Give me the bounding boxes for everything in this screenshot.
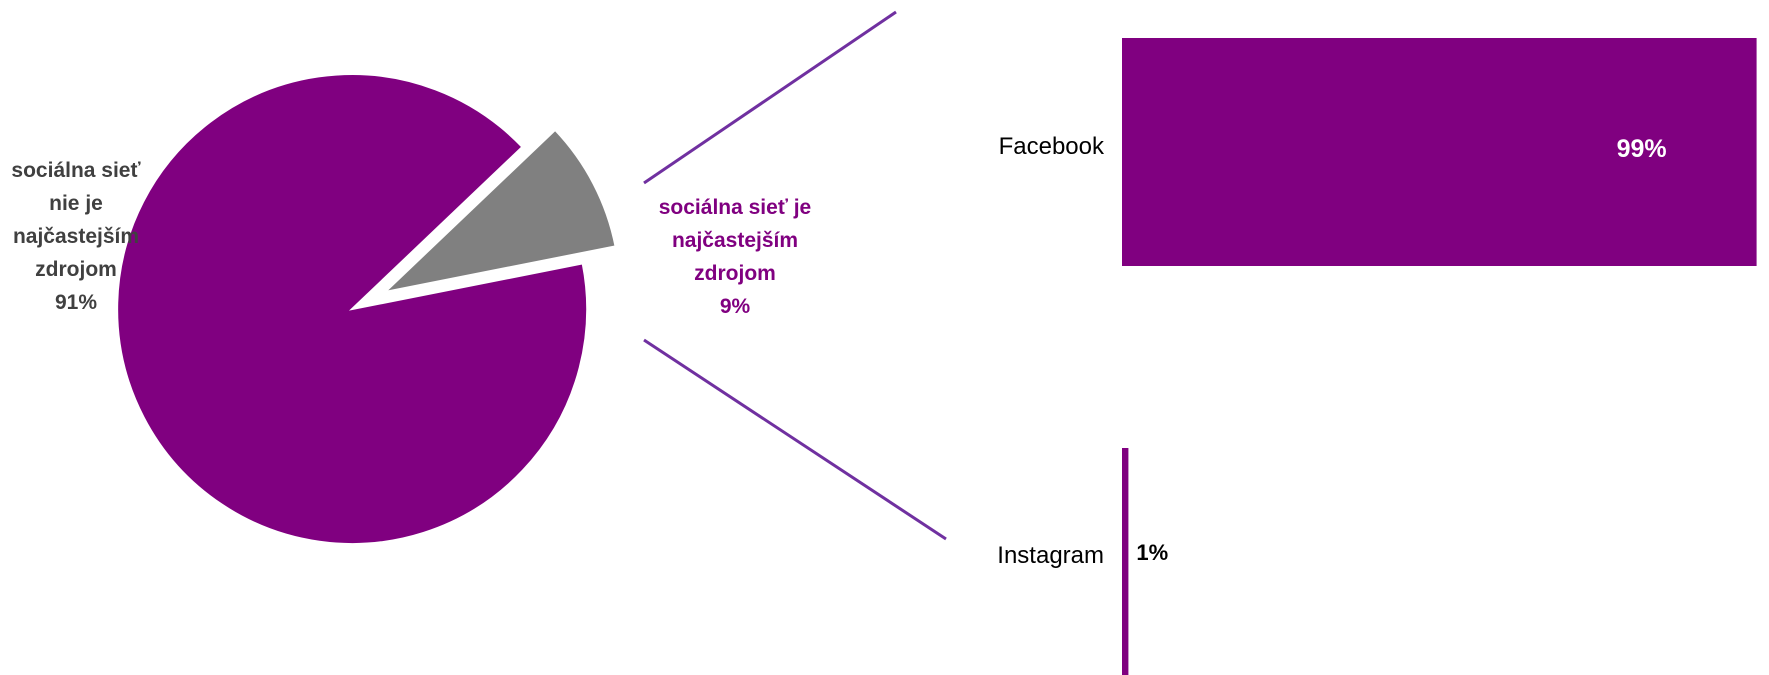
bar-instagram: [1122, 448, 1129, 675]
pie-label-line: najčastejším: [13, 225, 139, 248]
pie-label-line: sociálna sieť je: [659, 196, 811, 219]
pie-label-not-main: sociálna sieť nie je najčastejším zdrojom 91…: [11, 159, 141, 314]
bar-facebook: [1122, 38, 1757, 266]
pie-label-main: sociálna sieť je najčastejším zdrojom 9%: [659, 196, 811, 318]
connector-line-top: [643, 10, 897, 185]
bar-chart: Facebook 99% Instagram 1%: [997, 38, 1757, 675]
pie-label-line: sociálna sieť: [11, 159, 141, 182]
pie-label-line: zdrojom: [694, 262, 776, 285]
pie-label-line: 9%: [720, 295, 751, 318]
pie-label-line: 91%: [55, 291, 97, 314]
pie-slice-social-network-not-main: [381, 128, 617, 294]
bar-category-label: Instagram: [997, 542, 1104, 569]
bar-value-label: 1%: [1136, 540, 1168, 565]
pie-chart: sociálna sieť nie je najčastejším zdrojom 91…: [11, 73, 811, 546]
bar-category-label: Facebook: [999, 133, 1105, 160]
pie-label-line: najčastejším: [672, 229, 798, 252]
pie-bar-connectors: [643, 10, 947, 541]
bar-value-label: 99%: [1617, 135, 1667, 163]
pie-slice-social-network-main: [116, 73, 589, 546]
pie-label-line: nie je: [49, 192, 103, 215]
pie-label-line: zdrojom: [35, 258, 117, 281]
connector-line-bottom: [643, 338, 947, 541]
